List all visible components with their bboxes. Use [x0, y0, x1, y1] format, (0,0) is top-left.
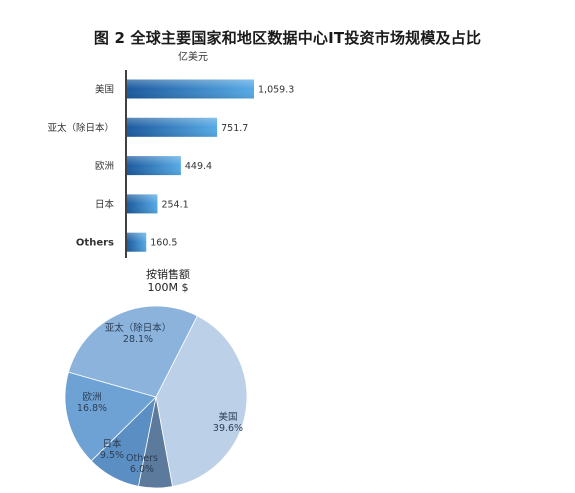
x-axis-label-line-2: 100M $ [147, 281, 189, 294]
value-label-0: 1,059.3 [258, 85, 294, 96]
pie-label-1: Others [126, 453, 158, 464]
pie-label-3: 欧洲 [82, 391, 101, 403]
pie-percent-label-0: 39.6% [213, 423, 243, 434]
category-label-4: Others [76, 238, 114, 249]
bar-shine-3 [127, 194, 158, 214]
bar-chart: 美国 1,059.3 亚太（除日本） 751.7 欧洲 449.4 日本 254.1 Other… [47, 70, 294, 258]
bars-group: 美国 1,059.3 亚太（除日本） 751.7 欧洲 449.4 日本 254.1 Other… [47, 79, 294, 252]
category-label-3: 日本 [95, 198, 115, 210]
bar-shine-1 [127, 117, 218, 137]
y-axis-unit-label: 亿美元 [178, 52, 208, 63]
bar-shine-4 [127, 232, 147, 252]
pie-percent-label-2: 9.5% [100, 450, 124, 461]
value-label-1: 751.7 [221, 123, 248, 134]
pie-percent-label-4: 28.1% [123, 334, 153, 345]
chart-title: 图 2 全球主要国家和地区数据中心IT投资市场规模及占比 [93, 29, 482, 47]
bar-shine-2 [127, 156, 181, 176]
category-label-1: 亚太（除日本） [47, 122, 114, 134]
pie-label-2: 日本 [102, 438, 122, 450]
pie-percent-label-1: 6.0% [130, 464, 154, 475]
pie-label-0: 美国 [218, 411, 237, 423]
bar-shine-0 [127, 79, 254, 99]
pie-slice-4 [67, 305, 198, 398]
value-label-2: 449.4 [185, 161, 212, 172]
value-label-3: 254.1 [161, 199, 188, 210]
pie-slice-3 [64, 371, 157, 462]
pie-slice-0 [155, 315, 248, 487]
pie-percent-label-3: 16.8% [77, 403, 107, 414]
pie-label-4: 亚太（除日本） [105, 322, 172, 334]
category-label-2: 欧洲 [95, 160, 114, 172]
value-label-4: 160.5 [150, 238, 177, 249]
category-label-0: 美国 [95, 84, 114, 96]
x-axis-label-line-1: 按销售额 [146, 268, 190, 281]
